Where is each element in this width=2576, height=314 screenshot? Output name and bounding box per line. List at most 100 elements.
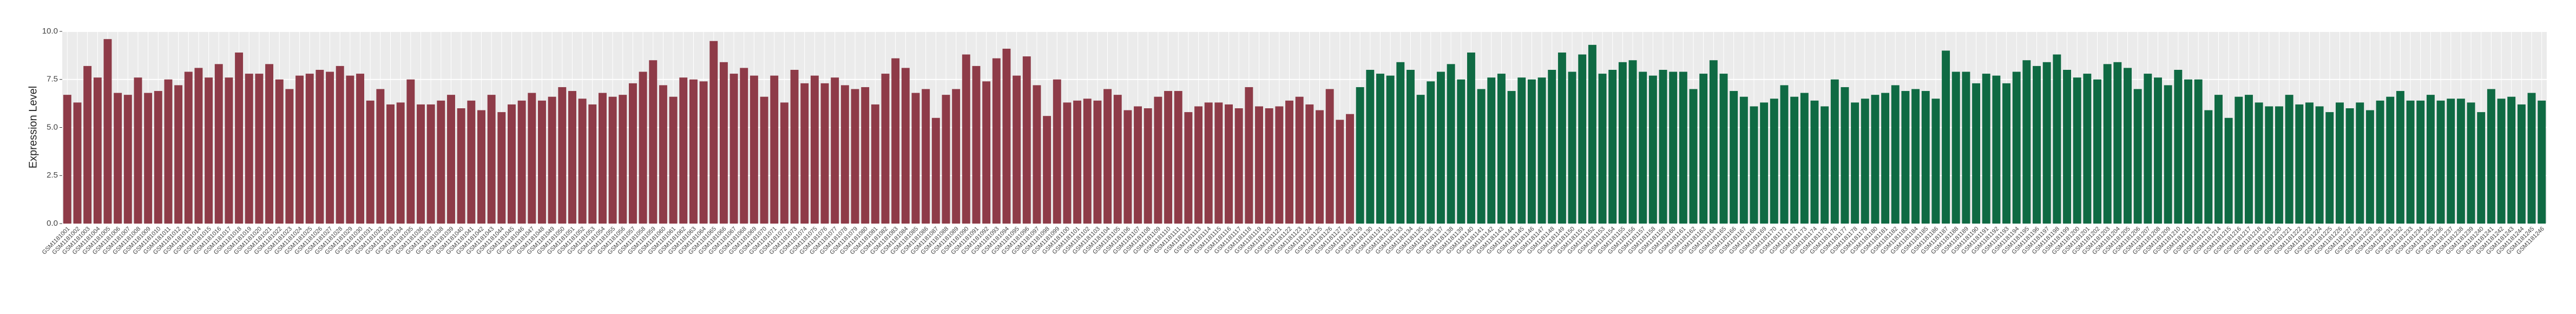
bar (1669, 71, 1678, 224)
bar (205, 77, 213, 224)
bar (2305, 102, 2314, 224)
bar (628, 83, 637, 224)
bar (780, 102, 788, 224)
bar (93, 77, 102, 224)
bar (1376, 74, 1384, 224)
bar (174, 85, 183, 224)
bar (1810, 100, 1819, 224)
bar (2083, 74, 2092, 224)
bar (770, 75, 779, 224)
bar (2275, 106, 2283, 224)
bar (891, 58, 900, 224)
bar (922, 89, 930, 224)
bar (487, 95, 496, 224)
bar (649, 60, 658, 224)
bar (1002, 48, 1011, 224)
bar (2002, 83, 2011, 224)
bar (1760, 102, 1769, 224)
bar (538, 100, 546, 224)
bar (305, 74, 314, 224)
bar (1639, 71, 1647, 224)
bar (679, 77, 688, 224)
bar (1325, 89, 1334, 224)
bar (1457, 79, 1466, 224)
bar (1517, 77, 1526, 224)
bar (1507, 91, 1516, 224)
bar (2467, 102, 2475, 224)
bar (2244, 95, 2253, 224)
bar (497, 112, 506, 224)
bar (639, 71, 647, 224)
bar (356, 74, 365, 224)
bar (1780, 85, 1789, 224)
bar (1346, 114, 1354, 224)
bar (2063, 70, 2071, 224)
bar (578, 99, 587, 224)
bar (931, 117, 940, 224)
bar (1739, 96, 1748, 224)
y-tick-label: 10.0 (42, 27, 58, 36)
bar (2073, 77, 2081, 224)
bar (2315, 106, 2324, 224)
bar (1134, 106, 1142, 224)
bar (1931, 99, 1940, 224)
bar (2184, 79, 2192, 224)
bar (2325, 112, 2334, 224)
bar (2356, 102, 2364, 224)
bar (1537, 77, 1546, 224)
bar (1275, 106, 1284, 224)
bar (1921, 91, 1930, 224)
bar (1083, 99, 1092, 224)
bar (1396, 62, 1405, 224)
bar (1295, 96, 1304, 224)
bar (730, 74, 738, 224)
bar (1234, 108, 1243, 224)
bar (840, 85, 849, 224)
bar (2214, 95, 2223, 224)
bar (1467, 53, 1475, 224)
bar (1022, 56, 1031, 224)
bar (508, 104, 516, 224)
bar (457, 108, 465, 224)
bar (2103, 64, 2112, 224)
bar (1830, 79, 1839, 224)
bar (2124, 68, 2132, 224)
bar (2406, 100, 2415, 224)
bar (861, 87, 870, 224)
bar (2295, 104, 2304, 224)
bar (1699, 74, 1708, 224)
bar (548, 96, 556, 224)
bar (1709, 60, 1718, 224)
bar (285, 89, 294, 224)
bar (528, 93, 536, 224)
bar (689, 79, 698, 224)
bar (1225, 104, 1233, 224)
bar (1154, 96, 1162, 224)
bar (669, 96, 678, 224)
bar (63, 95, 71, 224)
bars (63, 39, 2546, 224)
bar (2335, 102, 2344, 224)
bar (134, 77, 142, 224)
bar (851, 89, 859, 224)
bar (1265, 108, 1273, 224)
bar (2204, 110, 2213, 224)
bar (2224, 117, 2233, 224)
bar (1123, 110, 1132, 224)
bar (558, 87, 567, 224)
bar (154, 91, 162, 224)
bar (2042, 62, 2051, 224)
bar (1790, 96, 1799, 224)
bar (1356, 87, 1364, 224)
bar (1881, 93, 1890, 224)
bar (1628, 60, 1637, 224)
bar (2477, 112, 2486, 224)
bar (1427, 81, 1435, 224)
bar (2487, 89, 2495, 224)
bar (1416, 95, 1425, 224)
bar (396, 102, 405, 224)
bar (1073, 100, 1082, 224)
bar (1679, 71, 1687, 224)
bar (942, 95, 950, 224)
bar (2416, 100, 2425, 224)
